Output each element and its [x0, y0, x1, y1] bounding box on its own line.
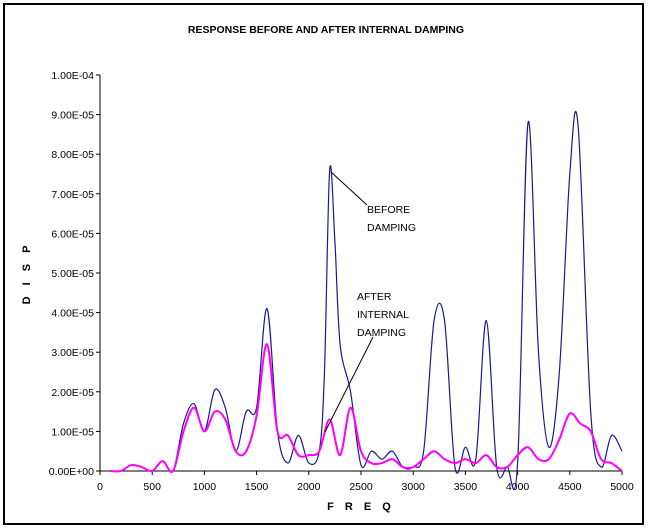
annotation-after-line1: AFTER — [357, 291, 392, 303]
x-tick-label: 3000 — [402, 481, 426, 493]
y-tick-label: 5.00E-05 — [51, 268, 94, 280]
y-axis-ticks: 0.00E+00 1.00E-05 2.00E-05 3.00E-05 4.00E-05… — [49, 70, 100, 478]
y-tick-label: 1.00E-04 — [51, 70, 94, 82]
y-axis-label: D I S P — [21, 242, 33, 305]
x-axis-ticks: 0 500 1000 1500 2000 2500 3000 3500 4000 4500 5000 — [97, 471, 634, 493]
x-tick-label: 2500 — [349, 481, 373, 493]
x-tick-label: 1500 — [245, 481, 269, 493]
chart-title: RESPONSE BEFORE AND AFTER INTERNAL DAMPI… — [188, 24, 464, 36]
annotation-before: BEFORE DAMPING — [367, 204, 416, 234]
before-damping-pointer — [330, 171, 368, 206]
y-tick-label: 7.00E-05 — [51, 189, 94, 201]
series-group — [110, 110, 623, 491]
x-tick-label: 0 — [97, 481, 103, 493]
x-tick-label: 4000 — [506, 481, 530, 493]
y-tick-label: 4.00E-05 — [51, 308, 94, 320]
annotation-after-line3: DAMPING — [357, 327, 406, 339]
x-tick-label: 3500 — [454, 481, 478, 493]
y-tick-label: 9.00E-05 — [51, 110, 94, 122]
y-tick-label: 8.00E-05 — [51, 149, 94, 161]
x-tick-label: 4500 — [558, 481, 582, 493]
series-line-after-damping — [110, 343, 623, 473]
annotation-before-line1: BEFORE — [367, 204, 410, 216]
x-tick-label: 5000 — [610, 481, 634, 493]
y-tick-label: 2.00E-05 — [51, 387, 94, 399]
x-axis-label: F R E Q — [327, 501, 395, 513]
x-tick-label: 1000 — [193, 481, 217, 493]
annotation-after-line2: INTERNAL — [357, 309, 409, 321]
x-tick-label: 500 — [143, 481, 161, 493]
y-tick-label: 6.00E-05 — [51, 228, 94, 240]
series-line-before-damping — [110, 110, 623, 491]
x-tick-label: 2000 — [297, 481, 321, 493]
annotation-before-line2: DAMPING — [367, 222, 416, 234]
y-tick-label: 1.00E-05 — [51, 426, 94, 438]
y-tick-label: 3.00E-05 — [51, 347, 94, 359]
after-damping-pointer — [324, 336, 374, 433]
y-tick-label: 0.00E+00 — [49, 466, 94, 478]
annotation-after: AFTER INTERNAL DAMPING — [357, 291, 409, 339]
